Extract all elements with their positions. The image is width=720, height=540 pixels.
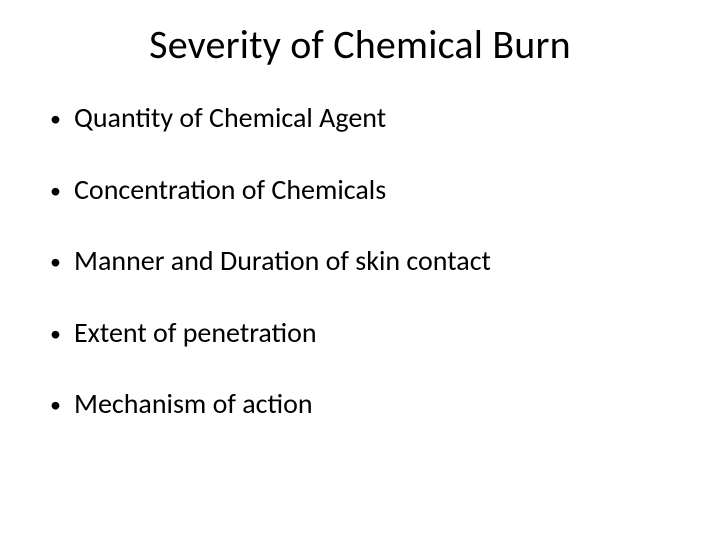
bullet-list: Quantity of Chemical Agent Concentration… xyxy=(40,101,680,421)
list-item: Mechanism of action xyxy=(50,387,680,421)
list-item: Quantity of Chemical Agent xyxy=(50,101,680,135)
slide: Severity of Chemical Burn Quantity of Ch… xyxy=(0,0,720,540)
list-item: Manner and Duration of skin contact xyxy=(50,244,680,278)
list-item: Extent of penetration xyxy=(50,316,680,350)
slide-title: Severity of Chemical Burn xyxy=(40,20,680,69)
list-item: Concentration of Chemicals xyxy=(50,173,680,207)
